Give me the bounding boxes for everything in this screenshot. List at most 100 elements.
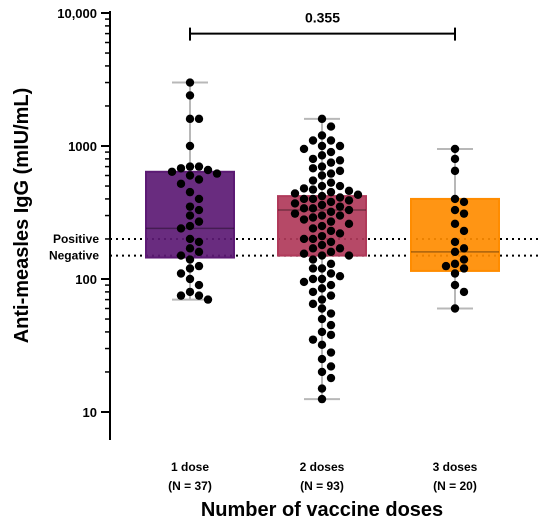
data-point — [326, 207, 336, 217]
data-point — [317, 181, 327, 191]
data-point — [317, 251, 327, 260]
data-point — [326, 187, 336, 197]
x-axis-title: Number of vaccine doses — [201, 499, 443, 521]
data-point — [317, 171, 327, 180]
data-point — [308, 255, 318, 264]
data-point — [450, 280, 460, 290]
data-point — [299, 184, 309, 193]
y-tick-label: 10 — [83, 405, 97, 420]
data-point — [317, 354, 327, 364]
data-point — [335, 271, 345, 281]
data-point — [194, 217, 204, 226]
y-tick-label: 10,000 — [57, 6, 97, 21]
data-point — [326, 237, 336, 247]
data-point — [326, 330, 336, 340]
data-point — [326, 309, 336, 318]
data-point — [308, 194, 318, 204]
data-point — [459, 197, 469, 207]
data-point — [308, 274, 318, 284]
data-point — [290, 189, 300, 198]
data-point — [194, 194, 204, 204]
y-tick-label: 1000 — [68, 139, 97, 154]
data-point — [317, 384, 327, 393]
data-point — [194, 291, 204, 300]
comparison-p-value: 0.355 — [305, 10, 340, 26]
data-point — [459, 209, 469, 218]
data-point — [441, 261, 451, 271]
data-point — [317, 340, 327, 350]
data-point — [344, 219, 354, 229]
box-iqr — [410, 197, 500, 272]
data-point — [450, 154, 460, 164]
data-point — [326, 348, 336, 357]
data-point — [459, 226, 469, 236]
data-point — [185, 114, 195, 124]
data-point — [299, 249, 309, 258]
data-point — [185, 244, 195, 253]
data-point — [335, 166, 345, 176]
data-point — [185, 141, 195, 151]
data-point — [308, 213, 318, 222]
data-point — [308, 299, 318, 309]
data-point — [317, 295, 327, 304]
data-point — [326, 122, 336, 131]
y-tick-label: 100 — [75, 272, 97, 287]
data-point — [335, 229, 345, 238]
data-point — [317, 191, 327, 201]
data-point — [317, 141, 327, 151]
reference-label: Negative — [49, 249, 99, 263]
data-point — [176, 251, 186, 260]
category-label: 3 doses — [433, 460, 478, 474]
data-point — [326, 291, 336, 300]
data-point — [176, 291, 186, 300]
data-point — [194, 162, 204, 171]
data-point — [317, 200, 327, 210]
data-point — [185, 187, 195, 197]
data-point — [176, 269, 186, 278]
data-point — [326, 169, 336, 178]
data-point — [326, 136, 336, 145]
category-count-label: (N = 37) — [168, 479, 212, 493]
data-point — [185, 264, 195, 273]
data-point — [326, 362, 336, 371]
data-point — [308, 234, 318, 244]
data-point — [317, 221, 327, 231]
data-point — [450, 166, 460, 176]
data-point — [308, 224, 318, 233]
data-point — [326, 373, 336, 383]
data-point — [335, 141, 345, 151]
data-point — [326, 158, 336, 167]
data-point — [176, 179, 186, 188]
data-point — [290, 199, 300, 208]
data-point — [335, 181, 345, 191]
data-point — [317, 274, 327, 284]
data-point — [185, 171, 195, 180]
data-point — [344, 196, 354, 205]
data-point — [344, 251, 354, 260]
data-point — [353, 190, 363, 199]
data-point — [299, 204, 309, 213]
data-point — [308, 185, 318, 194]
data-point — [203, 295, 213, 304]
data-point — [326, 280, 336, 290]
data-point — [317, 314, 327, 324]
data-point — [185, 221, 195, 231]
y-axis-title: Anti-measles IgG (mIU/mL) — [11, 88, 33, 344]
category-count-label: (N = 20) — [433, 479, 477, 493]
data-point — [194, 247, 204, 257]
data-point — [317, 304, 327, 313]
data-point — [308, 154, 318, 164]
data-point — [185, 78, 195, 87]
data-point — [450, 219, 460, 229]
data-point — [185, 287, 195, 297]
data-point — [335, 202, 345, 211]
data-point — [212, 169, 222, 178]
data-point — [459, 287, 469, 297]
data-point — [194, 114, 204, 124]
data-point — [290, 209, 300, 218]
data-point — [326, 259, 336, 269]
data-point — [326, 147, 336, 157]
data-point — [299, 194, 309, 204]
data-point — [308, 176, 318, 185]
